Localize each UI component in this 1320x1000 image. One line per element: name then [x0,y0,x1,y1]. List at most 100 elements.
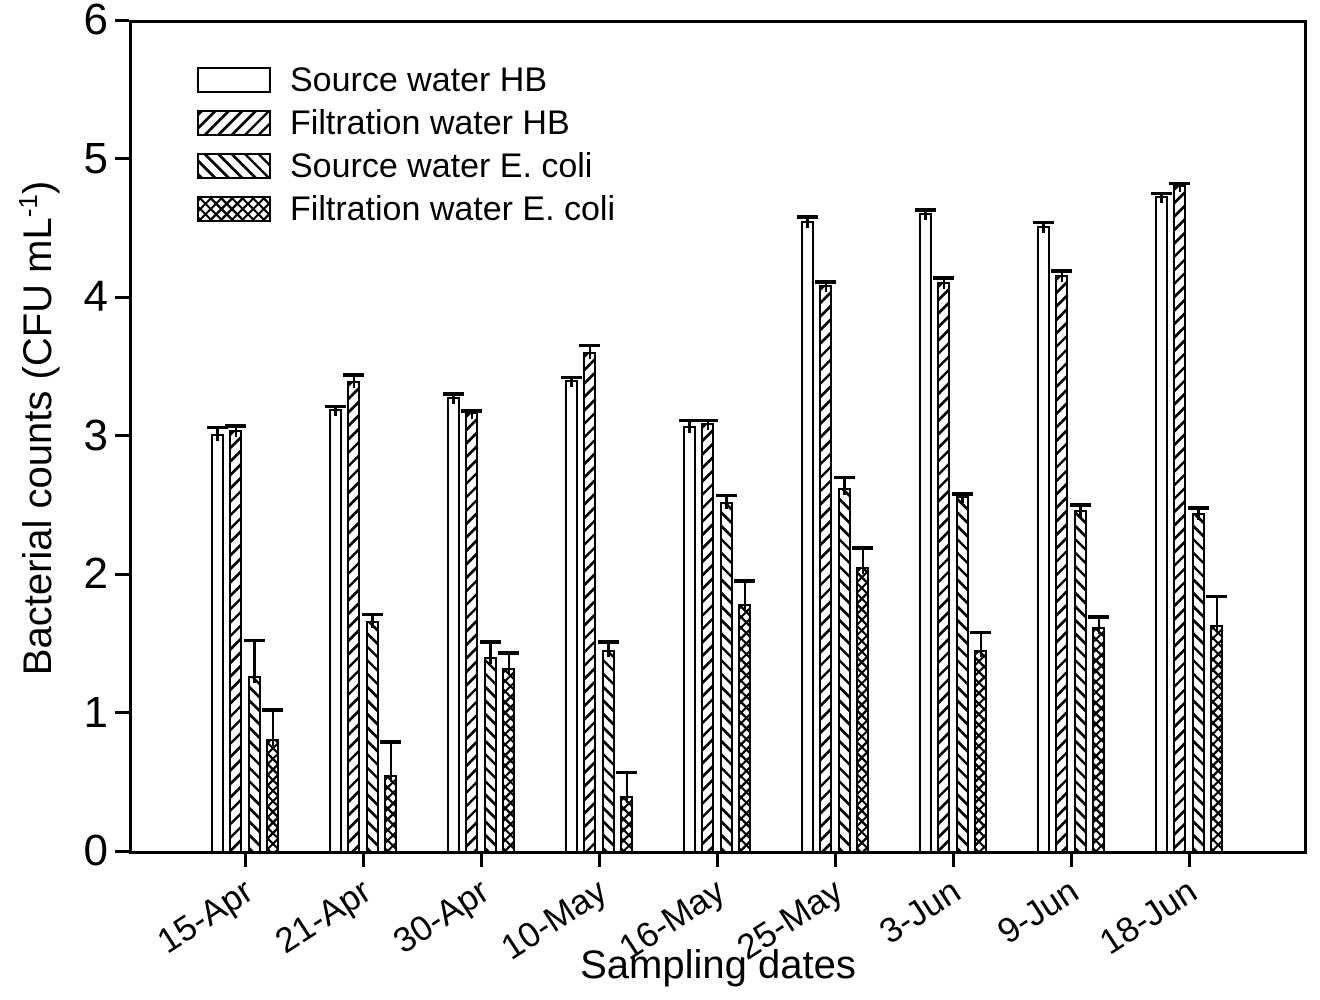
bar-s2-15-apr [247,676,261,853]
error-bar-line [352,374,355,389]
legend-label: Filtration water E. coli [290,189,615,228]
error-bar-line [1178,183,1181,192]
legend: Source water HB Filtration water HB Sour… [197,58,615,230]
error-bar-cap [560,375,582,380]
error-bar-cap [343,373,365,377]
error-bar-cap [833,475,855,480]
error-bar-cap [243,638,265,643]
error-bar-cap [1169,181,1191,186]
error-bar-line [979,632,982,658]
error-bar-cap [678,418,700,423]
x-axis-tick [243,854,247,867]
error-bar-cap [225,424,247,428]
legend-item-source-water-ecoli: Source water E. coli [197,144,615,187]
bar-s2-30-apr [483,657,497,853]
x-axis-tick [597,854,601,867]
legend-swatch-crosshatch-icon [197,195,271,222]
error-bar-cap [1206,594,1228,599]
bar-s3-18-jun [1210,625,1224,853]
error-bar-line [334,406,337,417]
legend-swatch-back-hatch-icon [197,152,271,179]
error-bar-cap [715,493,737,498]
y-axis-tick-label: 1 [83,687,108,737]
y-axis-title-superscript: -1 [13,194,43,218]
y-axis-tick [115,711,129,714]
bar-s3-10-may [620,795,634,853]
error-bar-cap [1187,506,1209,510]
bar-s0-16-may [682,425,696,853]
error-bar-line [1042,222,1045,234]
x-axis-tick [715,854,719,867]
error-bar-cap [616,770,638,775]
bar-s1-3-jun [937,281,951,853]
y-axis-tick [115,572,129,576]
bar-s2-9-jun [1073,510,1087,853]
error-bar-line [371,614,374,629]
error-bar-line [806,216,809,228]
error-bar-cap [324,404,346,409]
y-axis-title-close: ) [16,180,60,195]
error-bar-cap [479,640,501,644]
error-bar-line [1060,270,1063,282]
error-bar-line [389,741,392,782]
error-bar-cap [1088,615,1110,619]
bar-s2-3-jun [955,496,969,853]
error-bar-cap [933,276,955,280]
error-bar-line [253,640,256,684]
bar-s2-16-may [719,501,733,853]
bar-s3-21-apr [384,774,398,853]
error-bar-cap [697,418,719,423]
error-bar-line [1215,596,1218,633]
y-axis-tick [115,295,129,299]
error-bar-line [216,427,219,442]
bar-s2-10-may [601,650,615,853]
bar-s3-9-jun [1092,626,1106,853]
error-bar-line [570,377,573,388]
plot-area [129,20,1307,854]
y-axis-tick-label: 2 [83,549,108,598]
y-axis-title: Bacterial counts (CFU mL-1) [12,28,64,828]
error-bar-cap [461,409,483,413]
error-bar-cap [914,208,936,212]
x-axis-tick [361,854,365,867]
error-bar-line [271,709,274,746]
error-bar-line [588,345,591,360]
error-bar-line [470,410,473,419]
error-bar-line [452,393,455,404]
legend-swatch-forward-hatch-icon [197,109,271,136]
error-bar-line [688,420,691,433]
error-bar-cap [1051,269,1073,273]
y-axis-tick-label: 0 [83,826,108,875]
error-bar-line [625,772,628,803]
error-bar-line [743,580,746,612]
error-bar-cap [1069,503,1091,507]
x-axis-tick-label: 9-Jun [991,871,1086,952]
error-bar-cap [1150,191,1172,196]
error-bar-line [1197,507,1200,521]
error-bar-line [924,209,927,220]
error-bar-cap [361,612,383,617]
error-bar-line [507,652,510,676]
bar-s0-15-apr [210,434,224,853]
error-bar-line [706,420,709,431]
error-bar-line [1079,504,1082,518]
y-axis-tick-label: 4 [83,272,108,321]
error-bar-cap [951,492,973,496]
bar-s1-30-apr [465,411,479,853]
x-axis-tick [1187,854,1191,867]
bar-s2-18-jun [1191,513,1205,853]
bar-s3-16-may [738,604,752,853]
error-bar-cap [579,343,601,348]
error-bar-cap [597,640,619,644]
x-axis-tick [1069,854,1073,867]
bar-s1-25-may [819,284,833,853]
error-bar-line [489,641,492,665]
error-bar-cap [852,546,874,550]
error-bar-line [234,425,237,437]
x-axis-tick [833,854,837,867]
legend-item-source-water-hb: Source water HB [197,58,615,101]
error-bar-cap [206,425,228,430]
bar-s0-30-apr [446,396,460,853]
